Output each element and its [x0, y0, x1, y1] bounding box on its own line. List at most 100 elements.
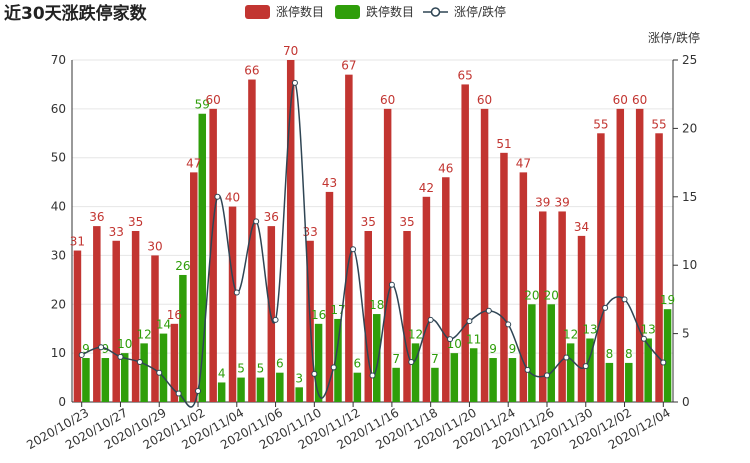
legend-item-down[interactable]: 跌停数目 — [335, 4, 414, 19]
left-tick-label: 70 — [51, 53, 66, 67]
bar-limit-down — [276, 372, 284, 402]
left-tick-label: 20 — [51, 297, 66, 311]
data-label-limit-down: 18 — [369, 298, 384, 312]
ratio-point — [330, 364, 337, 371]
data-label-limit-up: 16 — [167, 308, 182, 322]
data-label-limit-up: 31 — [70, 235, 85, 249]
data-label-limit-up: 36 — [89, 210, 104, 224]
data-label-limit-down: 3 — [295, 371, 303, 385]
data-label-limit-up: 55 — [651, 117, 666, 131]
legend-swatch-up — [245, 5, 270, 19]
ratio-point — [388, 281, 395, 288]
data-label-limit-down: 9 — [82, 342, 90, 356]
data-label-limit-down: 13 — [582, 322, 597, 336]
data-label-limit-up: 39 — [535, 195, 550, 209]
data-label-limit-down: 6 — [276, 357, 284, 371]
data-label-limit-down: 19 — [660, 293, 675, 307]
data-label-limit-down: 8 — [606, 347, 614, 361]
data-label-limit-up: 60 — [380, 93, 395, 107]
data-label-limit-up: 47 — [516, 156, 531, 170]
bar-limit-down — [547, 304, 555, 402]
ratio-point — [291, 79, 298, 86]
bar-limit-down — [237, 377, 245, 402]
legend-swatch-dot — [430, 7, 441, 17]
data-label-limit-up: 30 — [147, 239, 162, 253]
ratio-point — [117, 353, 124, 360]
ratio-point — [621, 296, 628, 303]
data-label-limit-down: 12 — [563, 327, 578, 341]
data-label-limit-up: 34 — [574, 220, 589, 234]
ratio-point — [640, 335, 647, 342]
ratio-point — [156, 369, 163, 376]
right-axis-name: 涨停/跌停 — [648, 30, 700, 45]
data-label-limit-up: 60 — [632, 93, 647, 107]
legend-item-up[interactable]: 涨停数目 — [245, 4, 324, 19]
bar-limit-up — [345, 74, 353, 403]
data-label-limit-down: 11 — [466, 332, 481, 346]
bar-limit-up — [597, 133, 605, 403]
data-label-limit-down: 12 — [408, 327, 423, 341]
data-label-limit-down: 4 — [218, 366, 226, 380]
bar-limit-down — [644, 338, 652, 402]
bar-limit-up — [577, 235, 586, 402]
left-tick-label: 40 — [51, 200, 66, 214]
ratio-point — [136, 359, 143, 366]
bar-limit-down — [256, 377, 265, 402]
bar-limit-up — [190, 172, 198, 402]
data-label-limit-down: 5 — [237, 362, 245, 376]
bar-limit-up — [655, 133, 663, 403]
ratio-point — [195, 388, 202, 395]
data-label-limit-up: 35 — [361, 215, 376, 229]
data-label-limit-down: 7 — [431, 352, 439, 366]
bar-limit-up — [383, 108, 392, 402]
data-label-limit-up: 39 — [554, 195, 569, 209]
right-tick-label: 0 — [682, 395, 690, 409]
bar-limit-down — [334, 318, 342, 402]
ratio-point — [505, 321, 512, 328]
ratio-point — [447, 336, 454, 343]
ratio-point — [602, 304, 609, 311]
ratio-point — [233, 289, 240, 296]
bar-limit-down — [82, 358, 90, 402]
bar-limit-down — [140, 343, 148, 402]
data-label-limit-down: 9 — [489, 342, 497, 356]
data-label-limit-up: 55 — [593, 117, 608, 131]
bar-limit-up — [364, 231, 372, 402]
bar-limit-up — [93, 226, 101, 402]
chart-title: 近30天涨跌停家数 — [4, 3, 148, 24]
bar-limit-down — [314, 323, 323, 402]
data-label-limit-up: 65 — [458, 68, 473, 82]
data-label-limit-up: 46 — [438, 161, 453, 175]
data-label-limit-up: 33 — [109, 225, 124, 239]
ratio-point — [78, 351, 85, 358]
data-label-limit-down: 5 — [257, 362, 265, 376]
bar-limit-down — [566, 343, 575, 402]
data-label-limit-up: 35 — [399, 215, 414, 229]
left-tick-label: 30 — [51, 248, 66, 262]
data-label-limit-down: 6 — [354, 357, 362, 371]
ratio-line-layer — [78, 79, 667, 408]
bar-labels: 3193693310351230141626475960440566536670… — [70, 44, 675, 385]
ratio-point — [563, 354, 570, 361]
data-label-limit-down: 13 — [641, 322, 656, 336]
bar-limit-up — [228, 206, 237, 402]
data-label-limit-down: 10 — [117, 337, 132, 351]
bar-limit-up — [519, 172, 528, 402]
ratio-point — [214, 193, 221, 200]
left-tick-label: 50 — [51, 151, 66, 165]
bar-limit-up — [480, 108, 489, 402]
ratio-point — [253, 218, 260, 225]
bar-limit-up — [325, 191, 334, 402]
bar-limit-up — [267, 226, 276, 402]
legend-label-down: 跌停数目 — [366, 4, 414, 19]
bar-limit-up — [151, 255, 159, 402]
legend-item-ratio[interactable]: 涨停/跌停 — [423, 4, 506, 19]
right-tick-label: 10 — [682, 258, 697, 272]
ratio-point — [427, 316, 434, 323]
bar-limit-down — [353, 372, 362, 402]
bar-limit-down — [431, 367, 439, 402]
ratio-point — [485, 307, 492, 314]
left-tick-label: 60 — [51, 102, 66, 116]
